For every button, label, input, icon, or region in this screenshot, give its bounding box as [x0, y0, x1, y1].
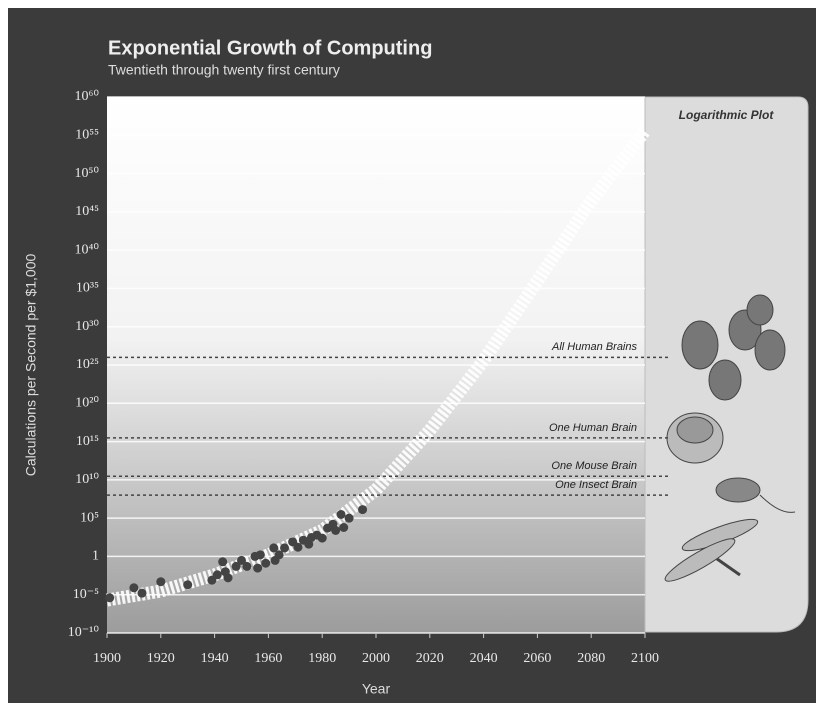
- mouse: [715, 477, 761, 503]
- x-tick-label: 1980: [308, 651, 336, 666]
- point: [231, 561, 241, 571]
- point: [218, 557, 228, 567]
- y-tick-label: 10⁴⁵: [75, 204, 99, 219]
- point: [261, 558, 271, 568]
- panel-illustrations: [664, 294, 796, 582]
- annotation: One Insect Brain: [555, 479, 637, 491]
- x-tick-label: 2000: [362, 651, 390, 666]
- x-tick-label: 2080: [577, 651, 605, 666]
- y-tick-label: 10⁶⁰: [75, 89, 100, 104]
- head: [681, 320, 719, 370]
- point: [331, 525, 341, 535]
- point: [274, 550, 284, 560]
- panel-label: Logarithmic Plot: [679, 108, 775, 122]
- y-tick-label: 1: [92, 549, 99, 564]
- annotation: All Human Brains: [551, 341, 637, 353]
- point: [280, 543, 290, 553]
- y-tick-label: 10¹⁵: [76, 434, 99, 449]
- x-tick-label: 2100: [631, 651, 659, 666]
- x-tick-label: 1920: [147, 651, 175, 666]
- point: [336, 509, 346, 519]
- y-tick-label: 10⁴⁰: [75, 242, 100, 257]
- y-tick-label: 10⁻¹⁰: [68, 625, 100, 640]
- point: [317, 533, 327, 543]
- x-tick-label: 1900: [93, 651, 121, 666]
- point: [339, 522, 349, 532]
- point: [255, 550, 265, 560]
- trend-curve: [105, 126, 651, 607]
- point: [156, 577, 166, 587]
- head: [746, 294, 774, 326]
- x-tick-label: 2040: [470, 651, 498, 666]
- point: [358, 505, 368, 515]
- annotation: One Human Brain: [549, 422, 637, 434]
- y-tick-label: 10⁻⁵: [73, 587, 99, 602]
- point: [253, 563, 263, 573]
- point: [242, 561, 252, 571]
- y-tick-label: 10²⁵: [76, 357, 99, 372]
- head: [754, 329, 786, 371]
- y-tick-label: 10⁵⁰: [75, 166, 100, 181]
- point: [137, 588, 147, 598]
- point: [212, 570, 222, 580]
- y-tick-label: 10¹⁰: [75, 472, 99, 487]
- x-tick-label: 2060: [523, 651, 551, 666]
- chart-title: Exponential Growth of Computing: [108, 37, 432, 59]
- point: [344, 513, 354, 523]
- point: [129, 583, 139, 593]
- y-tick-label: 10³⁰: [75, 319, 99, 334]
- x-tick-label: 2020: [416, 651, 444, 666]
- annotation: One Mouse Brain: [551, 460, 637, 472]
- x-tick-label: 1940: [201, 651, 229, 666]
- dragonfly-wing: [664, 538, 736, 582]
- point: [269, 543, 279, 553]
- y-tick-label: 10³⁵: [76, 281, 99, 296]
- y-tick-label: 10⁵: [80, 510, 99, 525]
- head: [708, 359, 742, 401]
- mouse-tail: [759, 494, 796, 513]
- x-tick-label: 1960: [254, 651, 282, 666]
- chart-subtitle: Twentieth through twenty first century: [108, 62, 340, 78]
- y-tick-label: 10²⁰: [75, 396, 99, 411]
- x-axis-label: Year: [362, 681, 391, 697]
- y-axis-label: Calculations per Second per $1,000: [23, 253, 39, 476]
- y-tick-label: 10⁵⁵: [75, 128, 99, 143]
- point: [223, 573, 233, 583]
- point: [183, 580, 193, 590]
- brain: [676, 416, 714, 444]
- point: [293, 542, 303, 552]
- point: [105, 593, 115, 603]
- point: [237, 555, 246, 565]
